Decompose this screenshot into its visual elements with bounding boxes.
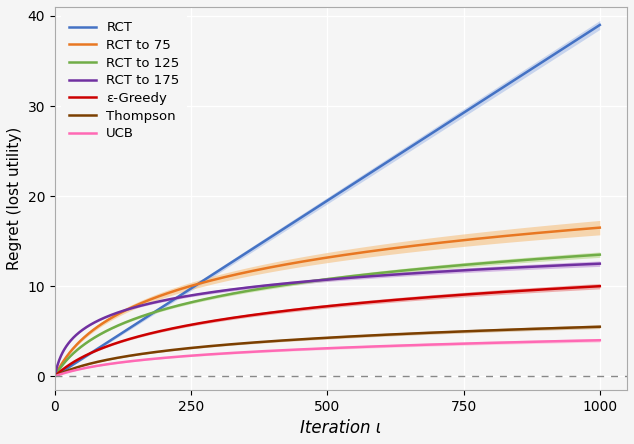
ε-Greedy [272,309,280,315]
UCB [107,361,115,366]
X-axis label: Iteration ι: Iteration ι [301,419,382,437]
UCB [425,342,433,347]
Line: UCB: UCB [55,340,600,376]
UCB [476,341,484,346]
RCT to 175 [486,266,493,272]
RCT [292,219,299,224]
RCT to 75 [486,235,493,240]
Thompson [486,328,493,333]
RCT to 125 [107,326,115,331]
RCT to 125 [51,373,59,378]
ε-Greedy [476,291,484,296]
RCT to 75 [476,236,484,241]
RCT to 75 [272,264,280,269]
UCB [596,337,604,343]
RCT to 175 [425,270,433,275]
ε-Greedy [425,294,433,300]
RCT to 125 [272,284,280,289]
RCT to 75 [292,260,299,266]
UCB [292,347,299,352]
RCT to 75 [425,241,433,246]
Legend: RCT, RCT to 75, RCT to 125, RCT to 175, ε-Greedy, Thompson, UCB: RCT, RCT to 75, RCT to 125, RCT to 175, … [61,13,188,148]
RCT to 125 [425,266,433,271]
RCT to 75 [596,225,604,230]
RCT to 125 [486,260,493,266]
UCB [51,373,59,379]
Line: RCT to 125: RCT to 125 [55,255,600,375]
RCT to 175 [51,371,59,376]
RCT [272,231,280,237]
Thompson [292,337,299,342]
Line: RCT to 175: RCT to 175 [55,264,600,373]
Line: RCT: RCT [55,25,600,376]
ε-Greedy [596,284,604,289]
Line: ε-Greedy: ε-Greedy [55,286,600,376]
Line: Thompson: Thompson [55,327,600,376]
Thompson [272,338,280,344]
RCT to 175 [107,313,115,318]
RCT to 175 [476,267,484,272]
Thompson [425,330,433,335]
RCT [476,99,484,105]
RCT to 75 [107,316,115,321]
RCT to 175 [596,261,604,266]
RCT [425,132,433,138]
Y-axis label: Regret (lost utility): Regret (lost utility) [7,127,22,270]
UCB [272,348,280,353]
RCT to 125 [476,261,484,266]
RCT to 125 [292,281,299,286]
Thompson [51,373,59,379]
Thompson [596,324,604,329]
ε-Greedy [486,290,493,296]
RCT [51,373,59,379]
RCT to 75 [51,373,59,378]
Line: RCT to 75: RCT to 75 [55,228,600,375]
ε-Greedy [107,342,115,348]
RCT to 175 [292,280,299,285]
RCT [486,93,493,99]
Thompson [107,357,115,362]
RCT [596,22,604,28]
ε-Greedy [292,307,299,313]
ε-Greedy [51,373,59,378]
RCT to 175 [272,282,280,287]
RCT [107,337,115,343]
RCT to 125 [596,252,604,258]
UCB [486,340,493,345]
Thompson [476,328,484,333]
